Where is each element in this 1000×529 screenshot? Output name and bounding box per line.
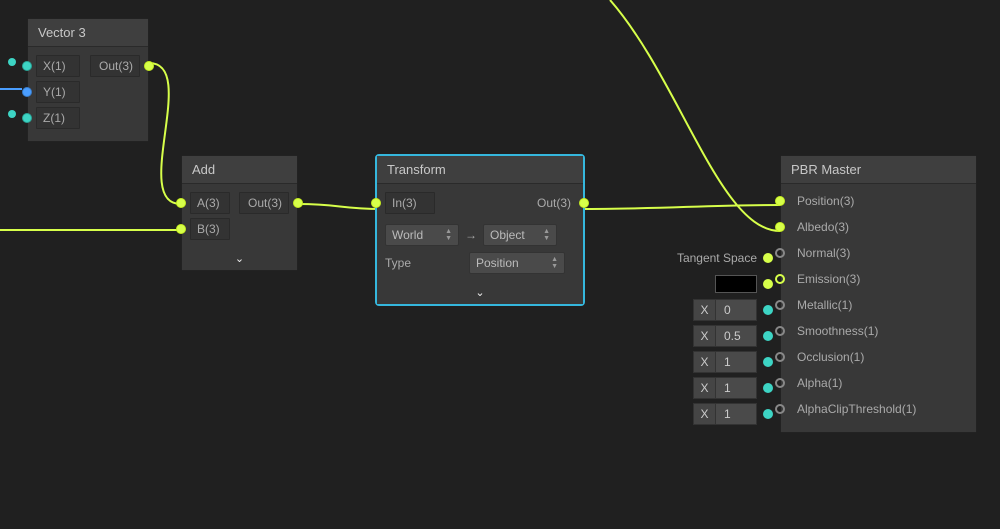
x-label: X xyxy=(694,378,716,398)
input-label: A(3) xyxy=(190,192,230,214)
x-label: X xyxy=(694,300,716,320)
x-label: X xyxy=(694,326,716,346)
external-port-dot xyxy=(8,110,16,118)
output-port[interactable] xyxy=(293,198,303,208)
node-transform[interactable]: Transform In(3) Out(3) World ▲▼ → Object… xyxy=(375,154,585,306)
node-title[interactable]: Vector 3 xyxy=(28,19,148,47)
input-label: Normal(3) xyxy=(797,246,850,260)
input-label: X(1) xyxy=(36,55,80,77)
select-arrows-icon: ▲▼ xyxy=(551,256,558,270)
wire xyxy=(149,63,181,204)
pbr-inline-emission[interactable] xyxy=(706,273,773,295)
output-port[interactable] xyxy=(144,61,154,71)
inline-chip-icon xyxy=(763,305,773,315)
input-label: AlphaClipThreshold(1) xyxy=(797,402,916,416)
number-value[interactable]: 1 xyxy=(716,355,750,369)
input-port-y[interactable] xyxy=(22,87,32,97)
inline-text: Tangent Space xyxy=(677,251,757,265)
inline-chip-icon xyxy=(763,409,773,419)
pbr-inline-metallic[interactable]: X0 xyxy=(690,299,773,321)
input-label: Z(1) xyxy=(36,107,80,129)
input-port-x[interactable] xyxy=(22,61,32,71)
input-port-normal[interactable] xyxy=(775,248,785,258)
node-title[interactable]: Add xyxy=(182,156,297,184)
select-value: Position xyxy=(476,253,519,273)
input-label: Alpha(1) xyxy=(797,376,842,390)
select-arrows-icon: ▲▼ xyxy=(445,228,452,242)
input-port-b[interactable] xyxy=(176,224,186,234)
inline-chip-icon xyxy=(763,331,773,341)
output-label: Out(3) xyxy=(537,196,571,210)
input-label: Occlusion(1) xyxy=(797,350,864,364)
x-label: X xyxy=(694,404,716,424)
input-label: Smoothness(1) xyxy=(797,324,878,338)
input-port-smoothness[interactable] xyxy=(775,326,785,336)
input-port-metallic[interactable] xyxy=(775,300,785,310)
transform-to-select[interactable]: Object ▲▼ xyxy=(483,224,557,246)
input-port-albedo[interactable] xyxy=(775,222,785,232)
select-value: Object xyxy=(490,225,525,245)
input-label: Y(1) xyxy=(36,81,80,103)
number-value[interactable]: 0 xyxy=(716,303,750,317)
output-label: Out(3) xyxy=(90,55,140,77)
type-label: Type xyxy=(385,256,463,270)
input-label: Metallic(1) xyxy=(797,298,852,312)
number-value[interactable]: 1 xyxy=(716,381,750,395)
input-port-alpha[interactable] xyxy=(775,378,785,388)
arrow-icon: → xyxy=(465,228,477,242)
node-add[interactable]: Add A(3) Out(3) B(3) ⌄ xyxy=(181,155,298,271)
input-label: In(3) xyxy=(385,192,435,214)
inline-chip-icon xyxy=(763,357,773,367)
wire xyxy=(610,0,780,231)
select-arrows-icon: ▲▼ xyxy=(543,228,550,242)
number-value[interactable]: 0.5 xyxy=(716,329,750,343)
collapse-toggle[interactable]: ⌄ xyxy=(182,252,297,270)
wire xyxy=(298,204,383,209)
input-port-position[interactable] xyxy=(775,196,785,206)
inline-chip-icon xyxy=(763,253,773,263)
wire xyxy=(577,205,780,209)
transform-from-select[interactable]: World ▲▼ xyxy=(385,224,459,246)
input-label: Emission(3) xyxy=(797,272,860,286)
input-port-z[interactable] xyxy=(22,113,32,123)
input-port-a[interactable] xyxy=(176,198,186,208)
input-port-alphaclip[interactable] xyxy=(775,404,785,414)
output-port[interactable] xyxy=(579,198,589,208)
input-port-emission[interactable] xyxy=(775,274,785,284)
inline-chip-icon xyxy=(763,279,773,289)
external-blue-stub xyxy=(0,88,22,90)
color-swatch[interactable] xyxy=(715,275,757,293)
pbr-inline-occlusion[interactable]: X1 xyxy=(690,351,773,373)
input-label: B(3) xyxy=(190,218,230,240)
input-port-in[interactable] xyxy=(371,198,381,208)
output-label: Out(3) xyxy=(239,192,289,214)
node-title[interactable]: Transform xyxy=(377,156,583,184)
number-value[interactable]: 1 xyxy=(716,407,750,421)
x-label: X xyxy=(694,352,716,372)
pbr-inline-alphaclip[interactable]: X1 xyxy=(690,403,773,425)
node-title[interactable]: PBR Master xyxy=(781,156,976,184)
select-value: World xyxy=(392,225,423,245)
transform-type-select[interactable]: Position ▲▼ xyxy=(469,252,565,274)
pbr-inline-alpha[interactable]: X1 xyxy=(690,377,773,399)
node-pbr-master[interactable]: PBR Master Position(3) Albedo(3) Normal(… xyxy=(780,155,977,433)
input-label: Position(3) xyxy=(797,194,854,208)
inline-chip-icon xyxy=(763,383,773,393)
pbr-inline-smoothness[interactable]: X0.5 xyxy=(690,325,773,347)
input-label: Albedo(3) xyxy=(797,220,849,234)
input-port-occlusion[interactable] xyxy=(775,352,785,362)
node-vector3[interactable]: Vector 3 X(1) Out(3) Y(1) Z(1) xyxy=(27,18,149,142)
external-port-dot xyxy=(8,58,16,66)
pbr-inline-normal: Tangent Space xyxy=(665,247,773,269)
collapse-toggle[interactable]: ⌄ xyxy=(377,286,583,304)
